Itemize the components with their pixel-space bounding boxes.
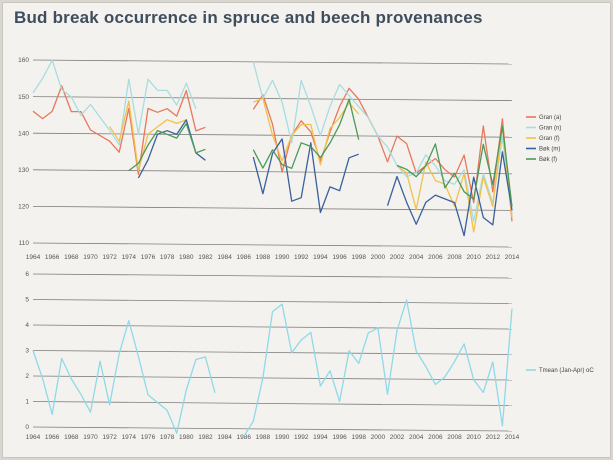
x-tick-label-p1-1998: 1998 xyxy=(351,434,366,441)
x-tick-label-p0-2004: 2004 xyxy=(409,254,424,261)
chart-title: Bud break occurrence in spruce and beech… xyxy=(14,8,483,27)
y-tick-label-p1-1: 1 xyxy=(25,399,29,406)
y-tick-label-p1-5: 5 xyxy=(25,297,29,304)
x-tick-label-p1-1992: 1992 xyxy=(294,434,309,441)
x-tick-label-p1-1990: 1990 xyxy=(275,434,290,441)
x-tick-label-p0-2000: 2000 xyxy=(371,254,386,261)
series-line-p0-1-seg0 xyxy=(32,59,197,146)
x-tick-label-p1-1994: 1994 xyxy=(313,434,328,441)
x-tick-label-p1-1988: 1988 xyxy=(256,434,271,441)
x-tick-label-p0-1990: 1990 xyxy=(275,254,290,261)
x-tick-label-p1-2010: 2010 xyxy=(466,434,481,441)
y-tick-label-p1-0: 0 xyxy=(25,424,29,431)
gridline-p1-2 xyxy=(32,375,513,381)
x-tick-label-p0-1964: 1964 xyxy=(26,254,41,261)
x-tick-label-p0-1980: 1980 xyxy=(179,254,194,261)
x-tick-label-p0-1984: 1984 xyxy=(217,254,232,261)
x-tick-label-p1-1982: 1982 xyxy=(198,434,213,441)
x-tick-label-p0-1982: 1982 xyxy=(198,254,213,261)
y-tick-label-p1-2: 2 xyxy=(25,373,29,380)
x-tick-label-p0-1988: 1988 xyxy=(256,254,271,261)
series-line-p0-4-seg0 xyxy=(128,122,206,172)
y-tick-label-p0-120: 120 xyxy=(18,204,29,211)
x-tick-label-p0-1978: 1978 xyxy=(160,254,175,261)
legend-label-p0-2: Gran (f) xyxy=(539,136,560,142)
x-tick-label-p1-2000: 2000 xyxy=(371,434,386,441)
legend-label-p0-4: Bøk (f) xyxy=(539,157,557,163)
y-tick-label-p0-130: 130 xyxy=(18,167,29,174)
gridline-p0-120 xyxy=(32,206,513,211)
x-tick-label-p1-2012: 2012 xyxy=(486,434,501,441)
gridline-p0-160 xyxy=(32,59,513,65)
series-line-p0-2-seg0 xyxy=(109,100,187,172)
x-tick-label-p1-1996: 1996 xyxy=(332,434,347,441)
gridline-p1-6 xyxy=(32,273,513,279)
x-tick-label-p1-2002: 2002 xyxy=(390,434,405,441)
legend-label-p0-3: Bøk (m) xyxy=(539,147,560,153)
series-line-p0-0-seg0 xyxy=(32,85,206,175)
legend-label-p1-0: Tmean (Jan-Apr) oC xyxy=(539,368,594,374)
legend-label-p0-0: Gran (a) xyxy=(539,115,561,121)
x-tick-label-p1-1972: 1972 xyxy=(102,434,117,441)
x-tick-label-p0-1986: 1986 xyxy=(237,254,252,261)
gridline-p1-4 xyxy=(32,324,513,330)
x-tick-label-p0-1966: 1966 xyxy=(45,254,60,261)
y-tick-label-p0-160: 160 xyxy=(18,57,29,64)
x-tick-label-p0-1998: 1998 xyxy=(351,254,366,261)
x-tick-label-p1-2004: 2004 xyxy=(409,434,424,441)
x-tick-label-p0-2006: 2006 xyxy=(428,254,443,261)
y-tick-label-p0-150: 150 xyxy=(18,94,29,101)
gridline-p1-1 xyxy=(32,401,513,406)
x-tick-label-p1-1984: 1984 xyxy=(217,434,232,441)
x-tick-label-p1-2006: 2006 xyxy=(428,434,443,441)
gridline-p0-150 xyxy=(32,96,513,101)
x-tick-label-p1-1964: 1964 xyxy=(26,434,41,441)
x-tick-label-p0-1994: 1994 xyxy=(313,254,328,261)
gridline-p0-110 xyxy=(32,242,513,248)
x-tick-label-p1-1978: 1978 xyxy=(160,434,175,441)
gridline-p1-5 xyxy=(32,299,513,304)
x-tick-label-p1-1986: 1986 xyxy=(237,434,252,441)
series-line-p0-4-seg2 xyxy=(396,125,513,207)
series-line-p0-2-seg1 xyxy=(253,97,360,166)
x-tick-label-p0-1996: 1996 xyxy=(332,254,347,261)
series-line-p0-4-seg1 xyxy=(252,98,360,169)
x-tick-label-p0-2002: 2002 xyxy=(390,254,405,261)
legend-label-p0-1: Gran (n) xyxy=(539,126,561,132)
y-tick-label-p1-6: 6 xyxy=(25,271,29,278)
x-tick-label-p0-2008: 2008 xyxy=(447,254,462,261)
gridline-p1-0 xyxy=(32,426,513,432)
x-tick-label-p0-1992: 1992 xyxy=(294,254,309,261)
series-line-p1-0-seg0 xyxy=(32,320,216,434)
x-tick-label-p1-1966: 1966 xyxy=(45,434,60,441)
y-tick-label-p0-140: 140 xyxy=(18,130,29,137)
x-tick-label-p1-2014: 2014 xyxy=(505,434,520,441)
x-tick-label-p0-2010: 2010 xyxy=(466,254,481,261)
series-line-p0-3-seg1 xyxy=(252,138,359,214)
x-tick-label-p0-1968: 1968 xyxy=(64,254,79,261)
series-line-p0-2-seg2 xyxy=(396,125,513,233)
x-tick-label-p0-1972: 1972 xyxy=(102,254,117,261)
y-tick-label-p0-110: 110 xyxy=(19,240,30,247)
x-tick-label-p0-1976: 1976 xyxy=(141,254,156,261)
series-line-p0-3-seg2 xyxy=(386,151,513,237)
y-tick-label-p1-4: 4 xyxy=(25,322,29,329)
x-tick-label-p1-1970: 1970 xyxy=(83,434,98,441)
gridline-p1-3 xyxy=(32,350,513,355)
x-tick-label-p0-1970: 1970 xyxy=(83,254,98,261)
series-line-p1-0-seg1 xyxy=(243,299,513,437)
x-tick-label-p1-1980: 1980 xyxy=(179,434,194,441)
series-line-p0-0-seg1 xyxy=(252,87,513,222)
x-tick-label-p0-2012: 2012 xyxy=(486,254,501,261)
x-tick-label-p1-1976: 1976 xyxy=(141,434,156,441)
y-tick-label-p1-3: 3 xyxy=(25,348,29,355)
x-tick-label-p1-1968: 1968 xyxy=(64,434,79,441)
x-tick-label-p0-1974: 1974 xyxy=(122,254,137,261)
x-tick-label-p1-1974: 1974 xyxy=(122,434,137,441)
x-tick-label-p0-2014: 2014 xyxy=(505,254,520,261)
x-tick-label-p1-2008: 2008 xyxy=(447,434,462,441)
